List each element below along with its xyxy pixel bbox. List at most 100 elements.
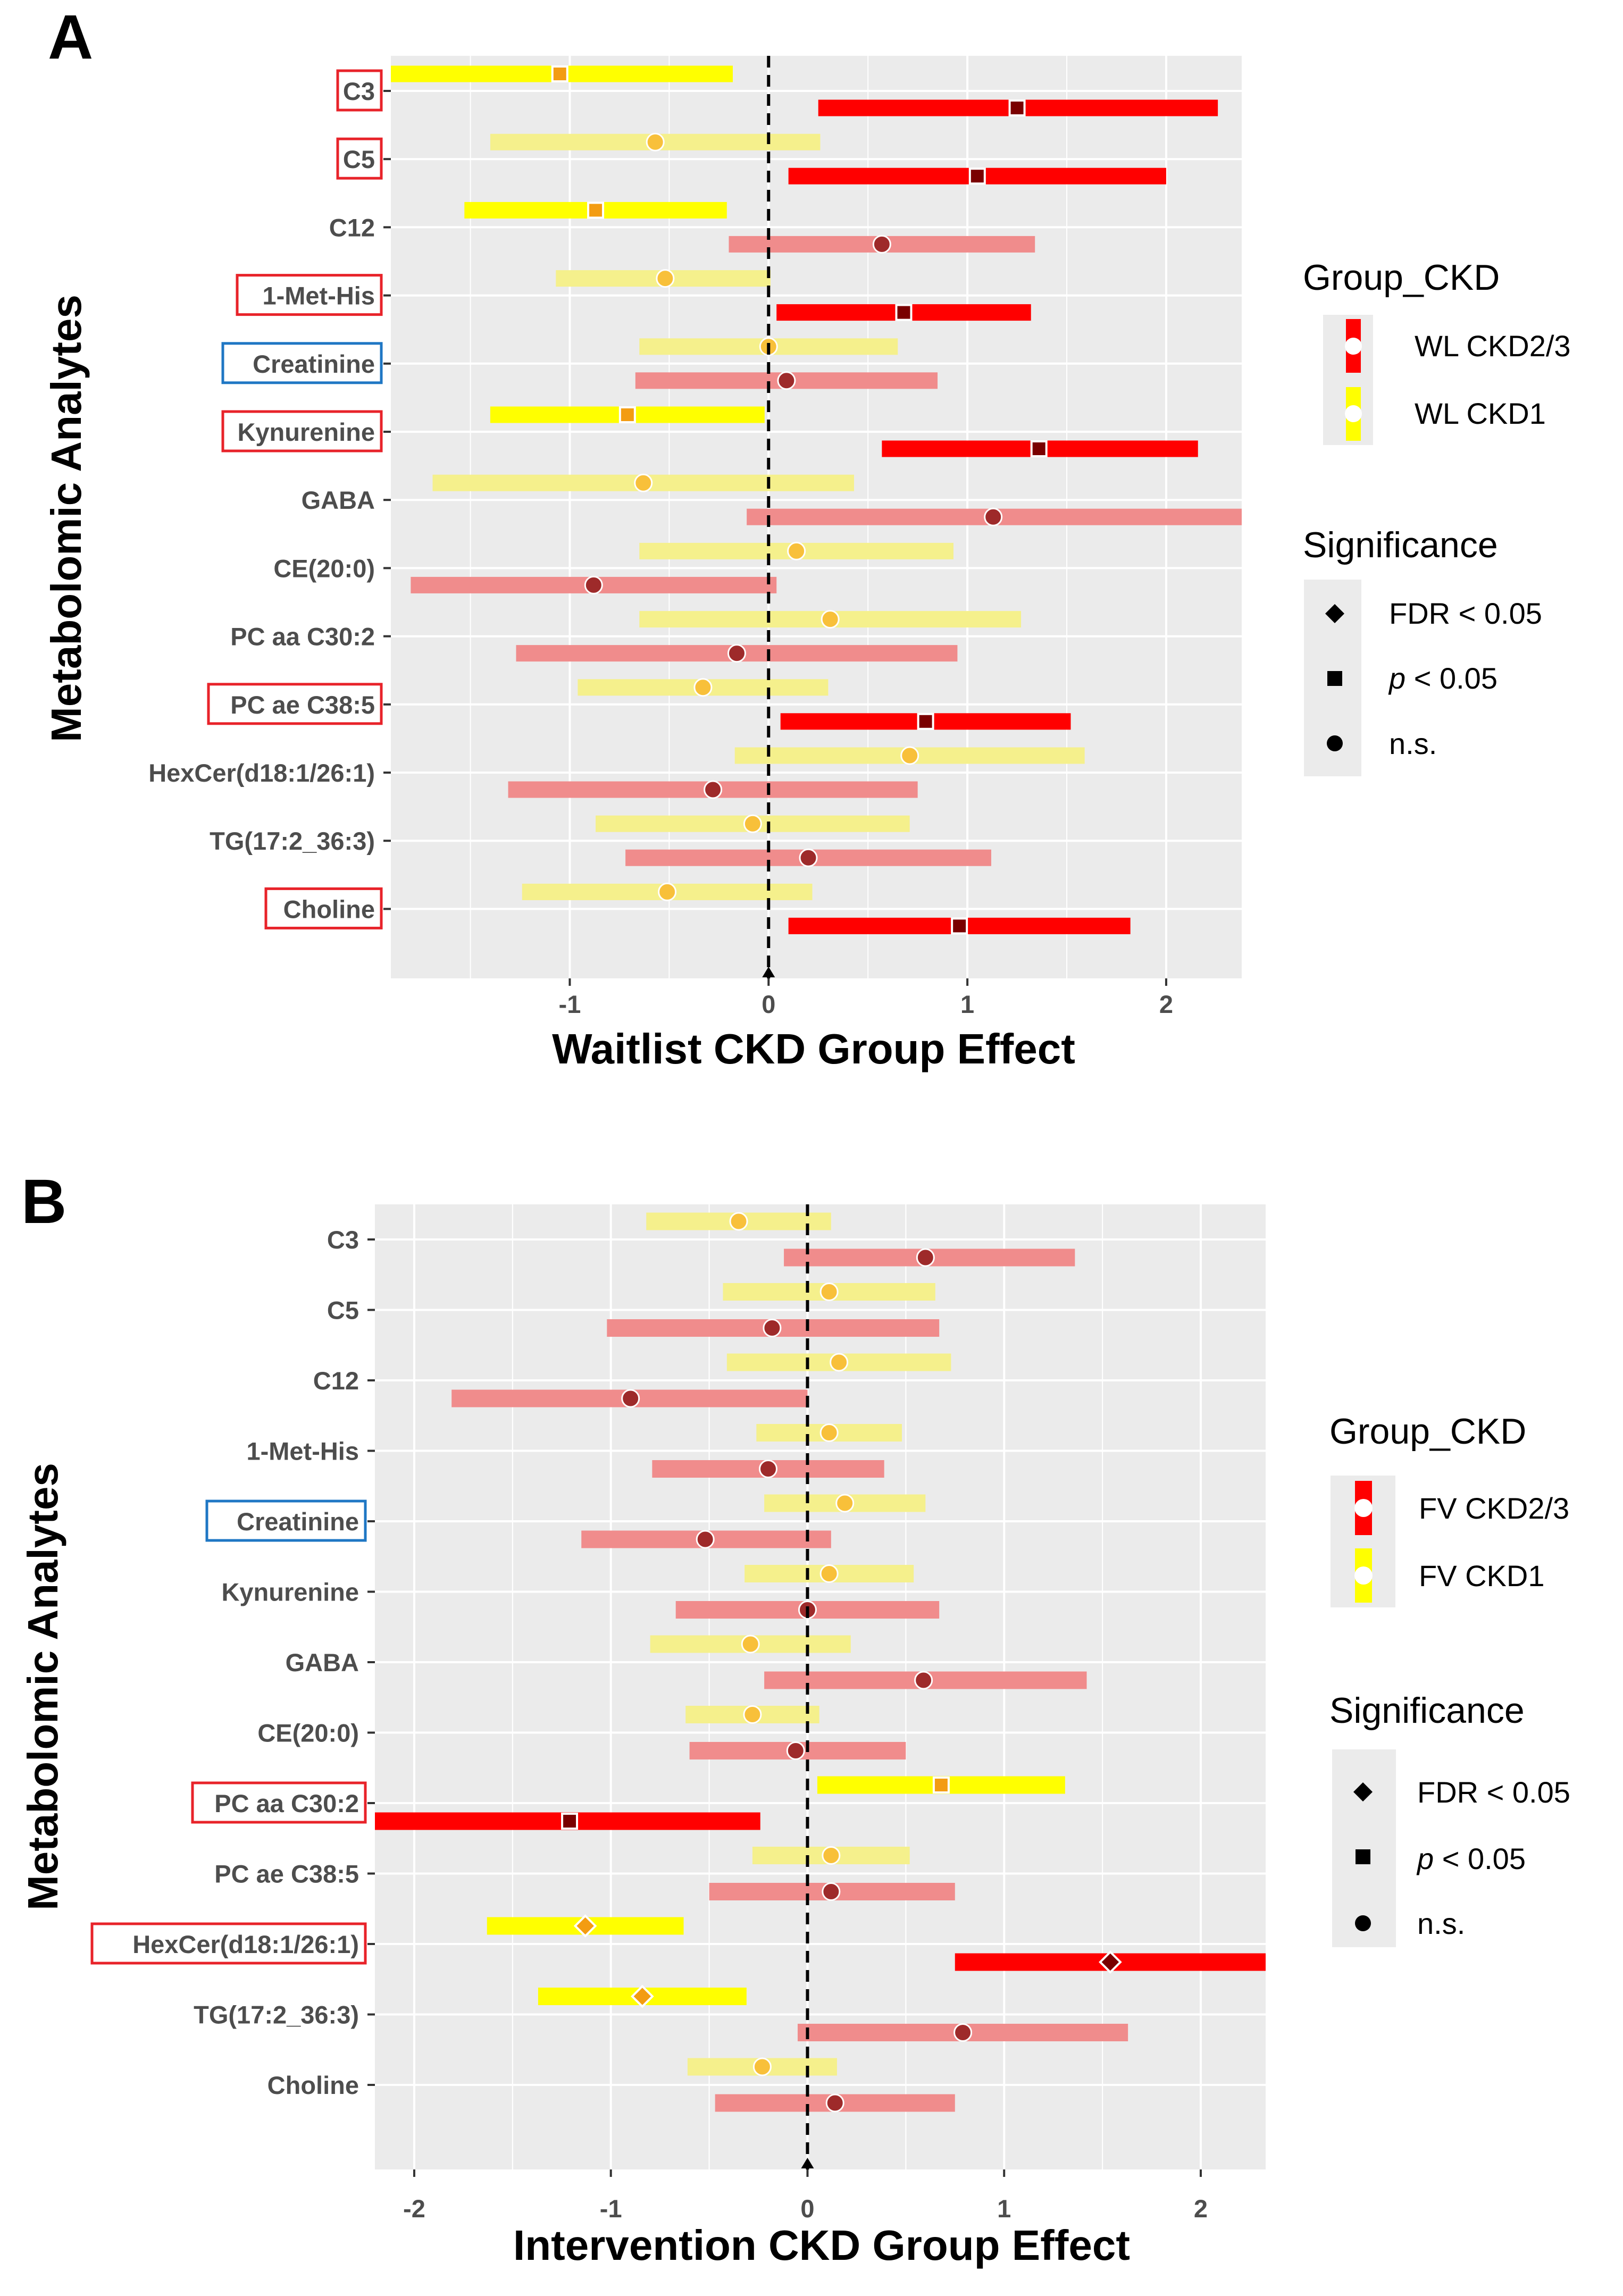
panel-a-y-label-gaba: GABA [302,486,375,514]
panel-b-y-label-kynurenine: Kynurenine [221,1578,359,1606]
panel-a-x-tick-label: 1 [960,990,974,1018]
panel-a-y-label-ce-20-0: CE(20:0) [273,554,375,582]
panel-b-y-label-1-met-his: 1-Met-His [246,1437,359,1465]
panel-b-y-label-choline: Choline [267,2071,359,2099]
panel-b-c12-fv-ckd1-circle-marker [830,1353,849,1372]
panel-b-zero-arrow [801,2158,814,2168]
panel-a-y-label-c12: C12 [329,213,375,241]
panel-b-choline-fv-ckd1-circle-marker [752,2057,772,2076]
diamond-icon [1353,1782,1373,1801]
panel-b-hexcer-d18-1-26-1-fv-ckd2-3-diamond-marker [1099,1950,1122,1974]
panel-a-y-label-choline: Choline [283,895,375,923]
panel-b-legend-sig-key-bg [1332,1749,1396,1947]
panel-a-intervals [391,65,1242,935]
panel-a-x-ticks: -1 0 1 2 [559,978,1173,1018]
panel-a-c3-wl-ckd1-square-marker [551,65,568,82]
panel-a-y-label-highlight-box [207,683,383,725]
circle-icon [1355,1915,1371,1931]
panel-b-y-label-highlight-box [205,1499,367,1542]
panel-b-y-label-creatinine: Creatinine [237,1507,359,1536]
panel-a-creatinine-wl-ckd2-3-circle-marker [777,371,796,390]
panel-a-y-label-highlight-box [336,137,383,180]
panel-b-choline-fv-ckd2-3-circle-marker [825,2093,844,2113]
panel-b-pc-aa-c30-2-fv-ckd1-square-marker [932,1777,950,1794]
panel-a-legend-key-ckd1-circle-icon [1345,405,1362,422]
panel-a-y-label-hexcer-d18-1-26-1: HexCer(d18:1/26:1) [148,759,375,787]
panel-a-legend-ns: n.s. [1389,727,1437,760]
panel-b-y-label-c5: C5 [327,1296,359,1325]
panel-b-c5-fv-ckd2-3-circle-marker [763,1319,782,1337]
panel-a-pc-ae-c38-5-wl-ckd2-3-square-marker [917,713,934,730]
panel-a-ce-20-0-wl-ckd2-3-circle-marker [584,575,603,594]
panel-a-y-axis-title: Metabolomic Analytes [43,295,90,742]
panel-a-y-label-highlight-box [264,887,383,929]
panel-a-gaba-wl-ckd2-3-circle-marker [984,507,1003,526]
panel-a-legend-fdr: FDR < 0.05 [1389,597,1542,630]
panel-a-1-met-his-wl-ckd2-3-square-marker [895,304,913,321]
panel-b-gaba-fv-ckd2-3-circle-marker [914,1671,933,1690]
panel-b-x-tick-label: -2 [403,2194,425,2223]
panel-a-legend-p: p < 0.05 [1388,661,1497,695]
panel-a-pc-aa-c30-2-wl-ckd1-circle-marker [821,610,840,629]
diamond-icon [1325,604,1344,623]
panel-b-c3-fv-ckd1-circle-marker [729,1212,748,1231]
panel-b-legend-key-ckd23-circle-icon [1354,1499,1373,1517]
panel-a-c3-wl-ckd2-3-square-marker [1008,99,1026,116]
panel-a-c5-wl-ckd1-circle-marker [646,132,665,152]
panel-b-tg-17-2-36-3-fv-ckd2-3-circle-marker [953,2023,973,2042]
panel-a-y-label-highlight-box [336,69,383,112]
panel-b-c3-fv-ckd2-3-circle-marker [916,1248,935,1267]
panel-label-a: A [48,2,93,72]
panel-b-1-met-his-fv-ckd2-3-circle-marker [759,1460,778,1478]
panel-b-y-label-highlight-box [90,1922,367,1965]
panel-a-kynurenine-wl-ckd2-3-square-marker [1030,440,1048,457]
panel-a-choline-wl-ckd1-circle-marker [658,882,677,901]
panel-b-y-axis-title: Metabolomic Analytes [19,1463,66,1910]
panel-b-y-label-gaba: GABA [286,1648,359,1677]
panel-b-x-axis-title: Intervention CKD Group Effect [513,2222,1130,2269]
panel-a-y-label-highlight-box [236,274,383,316]
panel-a-hexcer-d18-1-26-1-wl-ckd2-3-circle-marker [704,780,723,799]
panel-a-c5-wl-ckd2-3-square-marker [968,167,986,185]
panel-b-y-label-ce-20-0: CE(20:0) [257,1719,359,1747]
panel-a-legend-group-title: Group_CKD [1303,257,1500,298]
panel-b-gaba-fv-ckd1-circle-marker [741,1635,760,1654]
panel-b-creatinine-fv-ckd2-3-circle-marker [696,1530,715,1549]
panel-a-gaba-wl-ckd1-circle-marker [634,473,653,492]
panel-b-x-tick-label: 2 [1194,2194,1208,2223]
panel-a-y-label-kynurenine: Kynurenine [237,418,375,446]
panel-a-y-label-c3: C3 [343,77,375,105]
panel-a-legend-key-ckd23-circle-icon [1345,338,1362,355]
panel-b-legend: Group_CKD FV CKD2/3 FV CKD1 Significance… [1329,1411,1570,1947]
panel-b-ce-20-0-fv-ckd2-3-circle-marker [786,1741,805,1760]
panel-a-pc-aa-c30-2-wl-ckd2-3-circle-marker [727,644,746,663]
panel-a-y-label-1-met-his: 1-Met-His [262,282,375,310]
panel-b-legend-sig-title: Significance [1329,1690,1525,1731]
square-icon [1327,671,1342,686]
panel-a-legend-sig-title: Significance [1303,525,1498,565]
panel-a-tg-17-2-36-3-wl-ckd2-3-circle-marker [799,848,818,867]
panel-a-choline-wl-ckd2-3-square-marker [951,917,968,935]
panel-a-forest-plot: C3 C5 C12 1-Met-His Creatinine Kynurenine GABA… [43,56,1242,1072]
panel-a-y-label-highlight-box [221,342,383,384]
panel-a-x-axis-title: Waitlist CKD Group Effect [552,1025,1075,1072]
panel-a-hexcer-d18-1-26-1-wl-ckd1-circle-marker [900,746,919,765]
panel-a-y-label-creatinine: Creatinine [253,350,375,378]
panel-b-y-label-tg-17-2-36-3: TG(17:2_36:3) [194,2001,359,2029]
panel-b-pc-ae-c38-5-fv-ckd2-3-circle-marker [822,1882,841,1901]
panel-b-y-label-highlight-box [191,1781,367,1824]
panel-b-legend-group-title: Group_CKD [1329,1411,1526,1452]
panel-b-tg-17-2-36-3-fv-ckd1-diamond-marker [631,1984,654,2008]
panel-a-x-tick-label: -1 [559,990,581,1018]
panel-b-x-tick-label: -1 [600,2194,622,2223]
panel-a-x-tick-label: 2 [1159,990,1173,1018]
panel-b-x-tick-label: 1 [997,2194,1011,2223]
panel-b-y-label-c3: C3 [327,1226,359,1254]
panel-a-c12-wl-ckd2-3-circle-marker [872,234,891,254]
panel-b-pc-ae-c38-5-fv-ckd1-circle-marker [822,1846,841,1865]
panel-a-gridlines [391,56,1242,978]
panel-a-ce-20-0-wl-ckd1-circle-marker [787,541,806,560]
panel-b-y-label-c12: C12 [313,1367,359,1395]
panel-a-c12-wl-ckd1-square-marker [587,202,605,219]
